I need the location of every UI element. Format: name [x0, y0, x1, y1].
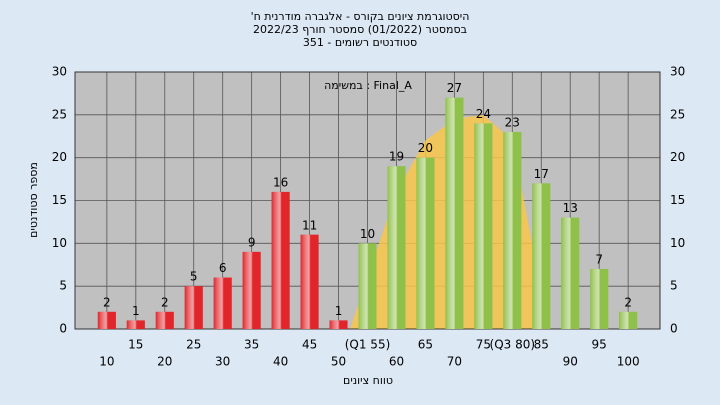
x-tick-label: 100	[617, 355, 640, 369]
data-label: 19	[389, 150, 404, 164]
y-tick-label: 15	[52, 193, 67, 207]
y-tick-label: 5	[59, 279, 67, 293]
y2-tick-label: 5	[670, 279, 678, 293]
y2-tick-label: 25	[670, 107, 685, 121]
data-label: 5	[190, 270, 198, 284]
bar-shade	[532, 183, 551, 329]
data-label: 9	[248, 235, 256, 249]
bar-shade	[126, 320, 145, 329]
bar-shade	[590, 269, 609, 329]
bar-shade	[300, 234, 319, 329]
bar-shade	[97, 311, 116, 329]
x-tick-label: 30	[215, 355, 230, 369]
bar-shade	[155, 311, 174, 329]
x-tick-label: 25	[186, 338, 201, 352]
bar-shade	[416, 157, 435, 329]
data-label: 24	[476, 107, 491, 121]
bar-shade	[561, 217, 580, 329]
x-tick-label: 45	[302, 338, 317, 352]
data-label: 1	[132, 304, 140, 318]
y-tick-label: 30	[52, 65, 67, 79]
y-tick-label: 10	[52, 236, 67, 250]
data-label: 16	[273, 175, 288, 189]
y-tick-label: 0	[59, 322, 67, 336]
y-tick-label: 20	[52, 150, 67, 164]
bar-shade	[503, 131, 522, 329]
x-tick-label: 20	[157, 355, 172, 369]
data-label: 10	[360, 227, 375, 241]
x-tick-label: 60	[389, 355, 404, 369]
y-axis-label: מספר סטודנטים	[27, 162, 40, 238]
x-tick-label: 50	[331, 355, 346, 369]
chart-subtitle: בסמסטר (01/2022) סמסטר חורף 2022/23	[253, 23, 467, 36]
x-tick-label: 35	[244, 338, 259, 352]
x-tick-label: 70	[447, 355, 462, 369]
data-label: 7	[595, 253, 603, 267]
data-label: 13	[563, 201, 578, 215]
x-axis-label: טווח ציונים	[343, 374, 393, 387]
bar-shade	[619, 311, 638, 329]
data-label: 27	[447, 81, 462, 95]
x-tick-label: 75	[476, 338, 491, 352]
data-label: 6	[219, 261, 227, 275]
data-label: 1	[335, 304, 343, 318]
x-tick-label: 10	[99, 355, 114, 369]
data-label: 11	[302, 218, 317, 232]
bar-shade	[242, 251, 261, 329]
bar-shade	[329, 320, 348, 329]
data-label: 23	[505, 115, 520, 129]
annotation: Final_A : במשימה	[324, 79, 412, 92]
y2-tick-label: 30	[670, 65, 685, 79]
x-tick-label: 65	[418, 338, 433, 352]
bar-shade	[445, 97, 464, 329]
bar-shade	[358, 243, 377, 329]
x-tick-label: (Q3 80)	[490, 338, 536, 352]
x-tick-label: 40	[273, 355, 288, 369]
chart-title: היסטוגרמת ציונים בקורס - אלגברה מודרנית …	[251, 10, 470, 23]
x-tick-label: 90	[563, 355, 578, 369]
y2-tick-label: 15	[670, 193, 685, 207]
bar-shade	[271, 191, 290, 329]
bar-shade	[387, 166, 406, 329]
y-tick-label: 25	[52, 107, 67, 121]
data-label: 2	[624, 295, 632, 309]
x-tick-label: 15	[128, 338, 143, 352]
data-label: 17	[534, 167, 549, 181]
data-label: 20	[418, 141, 433, 155]
y2-tick-label: 20	[670, 150, 685, 164]
y2-tick-label: 10	[670, 236, 685, 250]
y2-tick-label: 0	[670, 322, 678, 336]
data-label: 2	[103, 295, 111, 309]
chart-subtitle: סטודנטים רשומים - 351	[303, 36, 417, 49]
x-tick-label: (Q1 55)	[345, 338, 391, 352]
bar-shade	[474, 123, 493, 330]
x-tick-label: 95	[592, 338, 607, 352]
x-tick-label: 85	[534, 338, 549, 352]
data-label: 2	[161, 295, 169, 309]
bar-shade	[184, 286, 203, 329]
bar-shade	[213, 277, 232, 329]
